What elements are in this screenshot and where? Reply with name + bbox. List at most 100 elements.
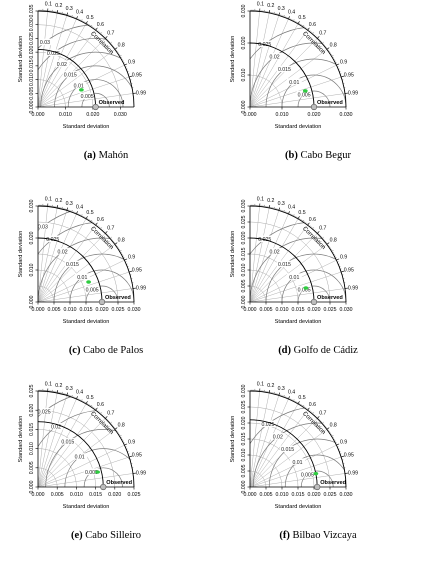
corr-label: 0.95: [132, 73, 142, 79]
x-tick-label: 0.010: [64, 307, 77, 313]
rmsd-label: 0.01: [289, 80, 299, 86]
corr-label: 0.99: [136, 470, 146, 476]
caption-b-text: Cabo Begur: [301, 150, 351, 161]
x-tick-label: 0.005: [260, 307, 273, 313]
corr-label: 0.7: [107, 226, 114, 232]
y-tick-label: 0.025: [241, 215, 247, 228]
corr-ray: [38, 13, 57, 107]
x-tick-label: 0.025: [112, 307, 125, 313]
observed-point: [311, 104, 317, 110]
caption-f-id: (f): [279, 530, 290, 541]
corr-label: 0.5: [86, 395, 93, 401]
caption-d: (d) Golfo de Cádiz: [212, 345, 424, 356]
x-tick-label: 0.025: [324, 307, 337, 313]
x-tick-label: 0.030: [114, 112, 127, 118]
rmsd-label: 0.025: [47, 51, 60, 57]
y-tick-label: 0.010: [241, 68, 247, 81]
corr-label: 0.3: [278, 6, 285, 12]
rmsd-label: 0.005: [301, 472, 314, 478]
corr-ray: [250, 395, 279, 487]
y-tick-label: 0.015: [241, 247, 247, 260]
model-point: [313, 472, 318, 475]
corr-label: 0.95: [344, 268, 354, 274]
x-tick-label: 0.020: [308, 307, 321, 313]
corr-label: 0.7: [319, 31, 326, 37]
corr-label: 0.5: [86, 210, 93, 216]
x-tick-label: 0.020: [308, 112, 321, 118]
y-tick-label: 0.005: [241, 279, 247, 292]
rmsd-label: 0.025: [261, 422, 274, 428]
x-tick-label: 0.020: [96, 307, 109, 313]
caption-c-id: (c): [69, 345, 81, 356]
corr-ray: [250, 429, 327, 487]
observed-label: Observed: [99, 100, 125, 106]
x-tick-label: 0.030: [340, 492, 353, 498]
y-tick-label: 0.000: [29, 295, 35, 308]
rmsd-label: 0.01: [289, 275, 299, 281]
corr-label: 0.4: [288, 205, 295, 211]
x-tick-label: 0.020: [108, 492, 121, 498]
corr-label: 0.9: [128, 60, 135, 66]
corr-label: 0.8: [118, 43, 125, 49]
y-tick-label: 0.020: [29, 46, 35, 59]
caption-f-text: Bilbao Vizcaya: [292, 530, 356, 541]
x-tick-label: 0.030: [340, 112, 353, 118]
y-tick-label: 0.010: [241, 448, 247, 461]
caption-b: (b) Cabo Begur: [212, 150, 424, 161]
corr-label: 0.7: [107, 31, 114, 37]
y-tick-label: 0.000: [241, 100, 247, 113]
caption-e: (e) Cabo Silleiro: [0, 530, 212, 541]
y-tick-label: 0.030: [241, 384, 247, 397]
y-tick-label: 0.010: [241, 263, 247, 276]
corr-ray: [250, 15, 279, 107]
x-axis-title: Standard deviation: [275, 504, 322, 510]
x-tick-label: 0.030: [128, 307, 141, 313]
caption-f: (f) Bilbao Vizcaya: [212, 530, 424, 541]
rmsd-label: 0.015: [66, 262, 79, 268]
rmsd-label: 0.01: [292, 460, 302, 466]
y-axis-title: Standard deviation: [230, 36, 236, 83]
caption-e-id: (e): [71, 530, 83, 541]
rmsd-label: 0.015: [64, 73, 77, 79]
rmsd-label: 0.015: [278, 67, 291, 73]
corr-ray: [38, 244, 115, 302]
y-axis-title: Standard deviation: [18, 231, 24, 278]
corr-label: 0.8: [330, 238, 337, 244]
observed-label: Observed: [106, 480, 132, 486]
x-axis-title: Standard deviation: [275, 124, 322, 130]
observed-label: Observed: [320, 480, 346, 486]
x-tick-label: 0.005: [48, 307, 61, 313]
corr-label: 0.95: [344, 453, 354, 459]
corr-label: 0.99: [348, 470, 358, 476]
corr-label: 0.9: [128, 440, 135, 446]
corr-label: 0.6: [309, 217, 316, 223]
y-axis-title: Standard deviation: [230, 231, 236, 278]
corr-label: 0.1: [257, 382, 264, 388]
corr-label: 0.99: [136, 90, 146, 96]
y-tick-label: 0.000: [241, 480, 247, 493]
caption-e-text: Cabo Silleiro: [85, 530, 141, 541]
x-tick-label: 0.010: [70, 492, 83, 498]
corr-label: 0.1: [45, 382, 52, 388]
corr-ray: [250, 210, 279, 302]
x-tick-label: 0.005: [51, 492, 64, 498]
x-tick-label: 0.015: [292, 492, 305, 498]
corr-label: 0.7: [107, 411, 114, 417]
y-tick-label: 0.020: [241, 231, 247, 244]
corr-label: 0.8: [118, 423, 125, 429]
corr-ray: [250, 244, 327, 302]
caption-d-text: Golfo de Cádiz: [294, 345, 358, 356]
rmsd-label: 0.005: [81, 94, 94, 100]
x-tick-label: 0.020: [308, 492, 321, 498]
caption-d-id: (d): [278, 345, 291, 356]
caption-c-text: Cabo de Palos: [83, 345, 143, 356]
y-tick-label: 0.015: [29, 59, 35, 72]
observed-label: Observed: [317, 295, 343, 301]
rmsd-label: 0.01: [75, 455, 85, 461]
